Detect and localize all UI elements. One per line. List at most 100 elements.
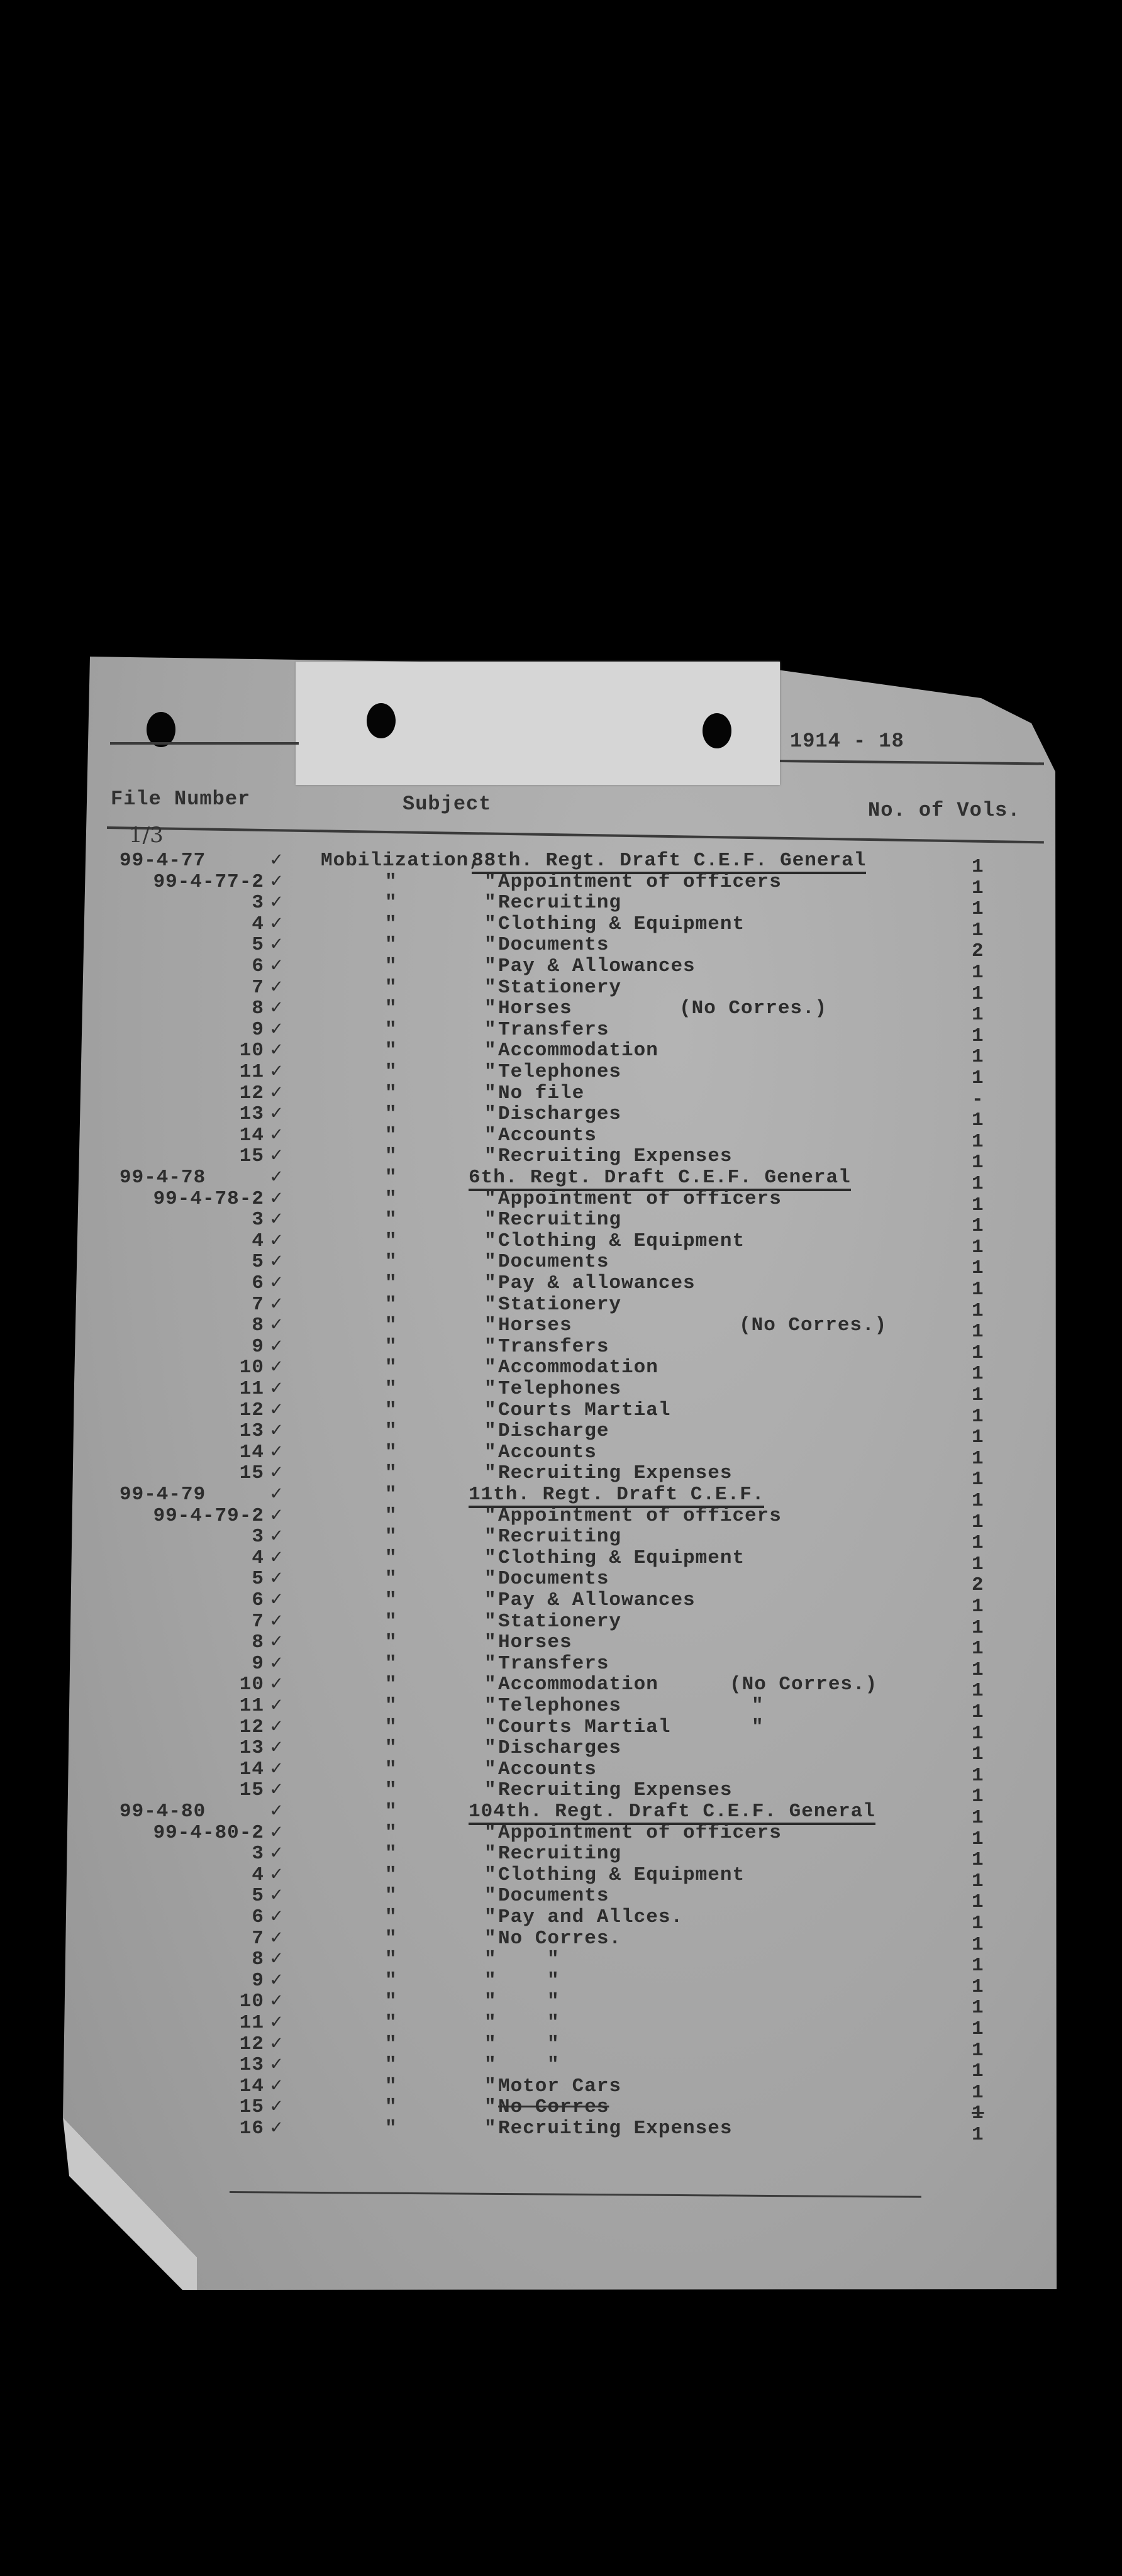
ditto-mark: " bbox=[385, 1167, 397, 1189]
file-number: 9 bbox=[252, 1335, 264, 1358]
ditto-mark: " bbox=[484, 2054, 497, 2077]
subject: Recruiting Expenses bbox=[498, 1779, 733, 1802]
ditto-mark: " bbox=[484, 892, 497, 914]
ditto-mark: " bbox=[385, 1610, 397, 1633]
file-number: 10 bbox=[239, 1357, 264, 1379]
ditto-mark: " bbox=[484, 1209, 497, 1231]
file-number: 16 bbox=[239, 2118, 264, 2140]
checkmark-icon: ✓ bbox=[270, 913, 283, 935]
volume-count: 1 bbox=[972, 2018, 984, 2040]
volume-count: 1 bbox=[972, 1173, 984, 1195]
ditto-mark: " bbox=[484, 2033, 497, 2055]
ditto-mark: " bbox=[484, 976, 497, 999]
subject: Discharge bbox=[498, 1420, 609, 1443]
file-number: 9 bbox=[252, 1018, 264, 1041]
volume-count: 1 bbox=[972, 1426, 984, 1449]
checkmark-icon: ✓ bbox=[270, 1082, 283, 1104]
checkmark-icon: ✓ bbox=[270, 1335, 283, 1358]
subject: Documents bbox=[498, 1885, 609, 1907]
checkmark-icon: ✓ bbox=[270, 1378, 283, 1400]
volume-count: 1 bbox=[972, 2102, 984, 2125]
subject: Recruiting bbox=[498, 1526, 622, 1548]
ditto-mark: " bbox=[385, 1990, 397, 2013]
note: (No Corres.) bbox=[679, 997, 828, 1020]
volume-count: 1 bbox=[972, 1596, 984, 1618]
volume-count: 1 bbox=[972, 1257, 984, 1280]
file-number: 9 bbox=[252, 1969, 264, 1992]
ditto-mark: " bbox=[385, 892, 397, 914]
volume-count: 1 bbox=[972, 1384, 984, 1406]
volume-count: 1 bbox=[972, 856, 984, 878]
volume-count: 1 bbox=[972, 1321, 984, 1343]
file-number: 15 bbox=[239, 1779, 264, 1802]
subject: Accommodation bbox=[498, 1040, 658, 1062]
subject: Horses bbox=[498, 1314, 572, 1337]
checkmark-icon: ✓ bbox=[270, 1420, 283, 1443]
volume-count: 1 bbox=[972, 1785, 984, 1808]
volume-count: 1 bbox=[972, 2060, 984, 2083]
file-number: 5 bbox=[252, 934, 264, 957]
file-number: 12 bbox=[239, 1399, 264, 1421]
ditto-mark: " bbox=[385, 2012, 397, 2034]
ditto-mark: " bbox=[385, 1652, 397, 1675]
volume-count: 1 bbox=[972, 1468, 984, 1491]
ditto-mark: " bbox=[547, 1948, 560, 1971]
volume-count: 1 bbox=[972, 1553, 984, 1575]
ditto-mark: " bbox=[484, 934, 497, 957]
subject: Transfers bbox=[498, 1652, 609, 1675]
checkmark-icon: ✓ bbox=[270, 1568, 283, 1591]
ditto-mark: " bbox=[547, 2033, 560, 2055]
checkmark-icon: ✓ bbox=[270, 1484, 283, 1506]
ditto-mark: " bbox=[484, 1589, 497, 1611]
ditto-mark: " bbox=[484, 1018, 497, 1041]
ditto-mark: " bbox=[385, 1145, 397, 1168]
file-number: 15 bbox=[239, 2096, 264, 2119]
volume-count: 1 bbox=[972, 2039, 984, 2062]
ditto-mark: " bbox=[484, 1906, 497, 1928]
file-number: 8 bbox=[252, 1948, 264, 1971]
volume-count: - bbox=[972, 1088, 984, 1111]
volume-count: 1 bbox=[972, 1299, 984, 1322]
checkmark-icon: ✓ bbox=[270, 997, 283, 1020]
ditto-mark: " bbox=[385, 976, 397, 999]
file-number: 12 bbox=[239, 2033, 264, 2055]
volume-count: 1 bbox=[972, 1341, 984, 1364]
file-number: 15 bbox=[239, 1145, 264, 1168]
ditto-mark: " bbox=[484, 1737, 497, 1760]
subject: Appointment of officers bbox=[498, 1187, 782, 1210]
ditto-mark: " bbox=[385, 2096, 397, 2119]
ditto-mark: " bbox=[385, 1801, 397, 1823]
subject: Recruiting bbox=[498, 1843, 622, 1865]
file-number: 11 bbox=[239, 1695, 264, 1717]
ditto-mark: " bbox=[385, 1462, 397, 1485]
ditto-mark: " bbox=[385, 1716, 397, 1738]
checkmark-icon: ✓ bbox=[270, 1230, 283, 1252]
volume-count: 1 bbox=[972, 1743, 984, 1766]
file-number: 99-4-77-2 bbox=[153, 870, 264, 893]
volume-count: 1 bbox=[972, 1933, 984, 1956]
checkmark-icon: ✓ bbox=[270, 2033, 283, 2055]
ditto-mark: " bbox=[484, 1441, 497, 1463]
checkmark-icon: ✓ bbox=[270, 1546, 283, 1569]
subject: Discharges bbox=[498, 1103, 622, 1126]
subject: Horses bbox=[498, 1631, 572, 1654]
checkmark-icon: ✓ bbox=[270, 1040, 283, 1062]
ditto-mark: " bbox=[484, 2012, 497, 2034]
file-number: 3 bbox=[252, 1209, 264, 1231]
checkmark-icon: ✓ bbox=[270, 955, 283, 977]
file-number: 12 bbox=[239, 1082, 264, 1104]
ditto-mark: " bbox=[484, 1293, 497, 1316]
checkmark-icon: ✓ bbox=[270, 892, 283, 914]
ditto-mark: " bbox=[385, 1737, 397, 1760]
checkmark-icon: ✓ bbox=[270, 1843, 283, 1865]
checkmark-icon: ✓ bbox=[270, 1801, 283, 1823]
column-header-file-number: File Number bbox=[111, 787, 251, 811]
ditto-mark: " bbox=[484, 1187, 497, 1210]
checkmark-icon: ✓ bbox=[270, 1885, 283, 1907]
subject: Motor Cars bbox=[498, 2075, 622, 2097]
file-number: 10 bbox=[239, 1674, 264, 1696]
volume-count: 1 bbox=[972, 877, 984, 899]
ditto-mark: " bbox=[484, 1399, 497, 1421]
volume-count: 1 bbox=[972, 1490, 984, 1512]
ditto-mark: " bbox=[484, 1145, 497, 1168]
